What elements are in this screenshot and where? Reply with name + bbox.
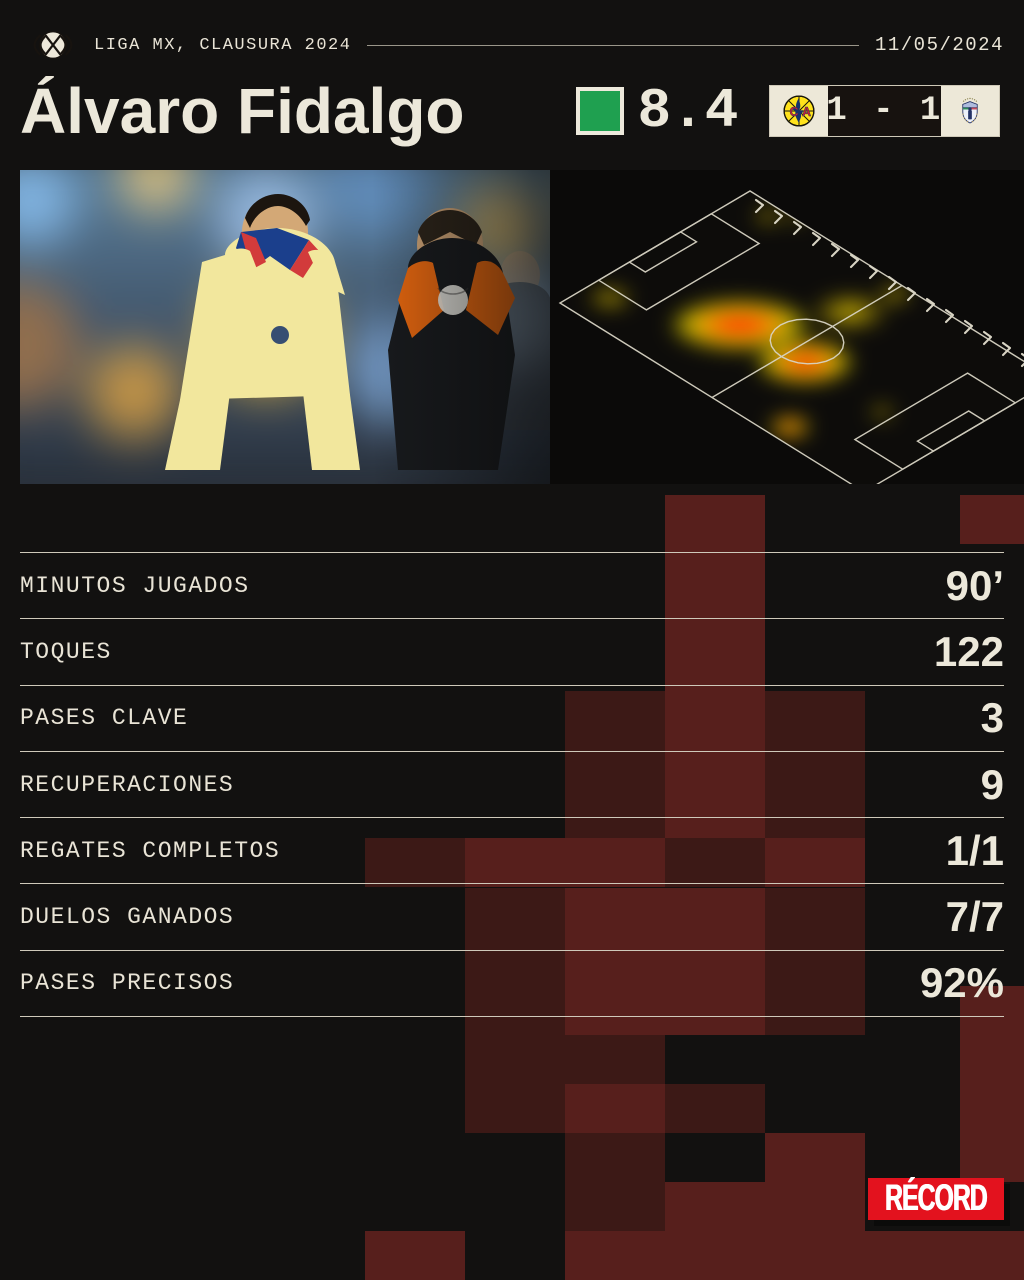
svg-text:C: C — [790, 105, 799, 119]
svg-text:A: A — [802, 105, 811, 119]
